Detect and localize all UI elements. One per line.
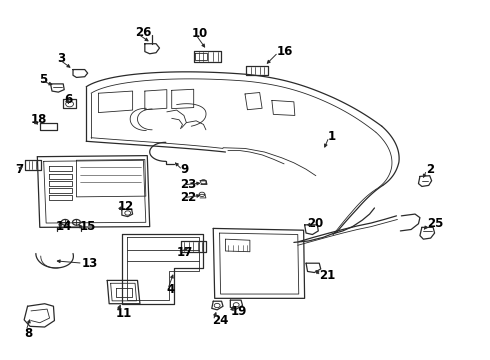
- Text: 17: 17: [176, 246, 193, 259]
- Text: 12: 12: [118, 201, 134, 213]
- Text: 8: 8: [24, 327, 32, 340]
- Text: 25: 25: [427, 217, 443, 230]
- Text: 3: 3: [57, 51, 65, 64]
- Text: 9: 9: [180, 163, 189, 176]
- Text: 21: 21: [319, 269, 336, 282]
- Text: 1: 1: [328, 130, 336, 144]
- Text: 6: 6: [64, 93, 73, 106]
- Text: 18: 18: [31, 113, 48, 126]
- Text: 23: 23: [180, 178, 197, 191]
- Text: 7: 7: [15, 163, 24, 176]
- Text: 14: 14: [55, 220, 72, 233]
- Text: 20: 20: [308, 216, 324, 230]
- Text: 4: 4: [167, 283, 175, 296]
- Text: 22: 22: [180, 191, 197, 204]
- Text: 11: 11: [116, 307, 132, 320]
- Text: 2: 2: [426, 163, 434, 176]
- Text: 19: 19: [230, 306, 247, 319]
- Text: 5: 5: [39, 73, 47, 86]
- Text: 10: 10: [191, 27, 207, 40]
- Text: 26: 26: [135, 26, 151, 39]
- Text: 13: 13: [81, 257, 98, 270]
- Text: 15: 15: [80, 220, 96, 233]
- Text: 24: 24: [212, 314, 228, 327]
- Text: 16: 16: [277, 45, 293, 58]
